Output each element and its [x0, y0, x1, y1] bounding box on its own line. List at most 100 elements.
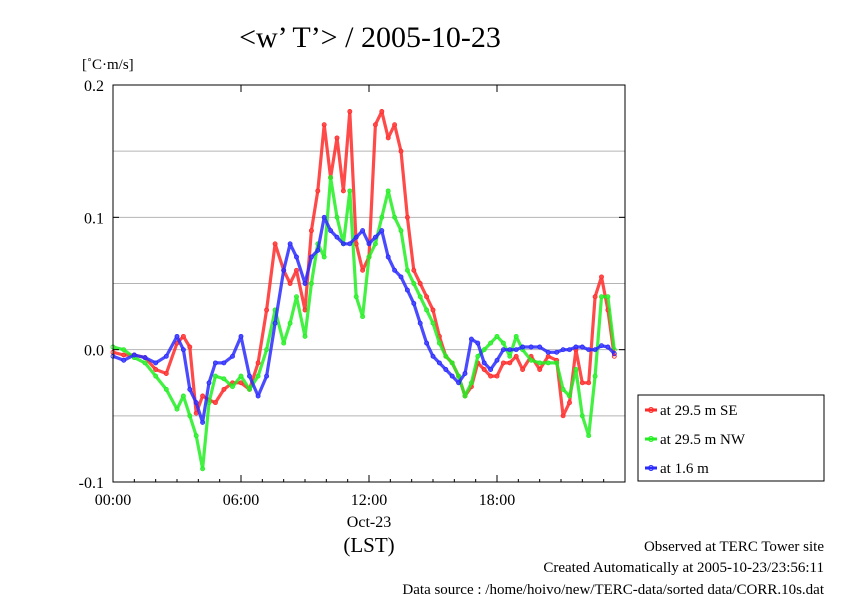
data-point: [385, 188, 391, 194]
data-point: [554, 349, 560, 355]
data-point: [193, 433, 199, 439]
data-point: [180, 393, 186, 399]
data-point: [494, 373, 500, 379]
data-point: [321, 254, 327, 260]
legend-label: at 29.5 m NW: [660, 432, 746, 448]
data-point: [187, 386, 193, 392]
data-point: [398, 274, 404, 280]
y-tick-label: 0.1: [84, 210, 104, 227]
x-tick-label: 18:00: [479, 492, 515, 509]
x-tick-label: 00:00: [95, 492, 131, 509]
data-point: [187, 413, 193, 419]
data-point: [500, 340, 506, 346]
data-point: [462, 393, 468, 399]
data-point: [404, 287, 410, 293]
y-axis: -0.1 0.0 0.1 0.2: [79, 78, 625, 492]
data-point: [507, 360, 513, 366]
x-axis-timezone-label: (LST): [343, 533, 394, 557]
data-point: [468, 336, 474, 342]
data-point: [272, 320, 278, 326]
data-point: [180, 333, 186, 339]
data-point: [174, 333, 180, 339]
data-point: [513, 353, 519, 359]
x-tick-label: 12:00: [351, 492, 387, 509]
data-point: [537, 360, 543, 366]
data-point: [302, 281, 308, 286]
data-point: [281, 340, 287, 346]
data-point: [481, 360, 487, 366]
data-point: [573, 344, 579, 350]
grid-lines: [113, 150, 625, 417]
data-point: [366, 241, 372, 247]
data-point: [372, 241, 378, 247]
data-point: [153, 367, 159, 372]
data-point: [287, 320, 293, 326]
data-point: [567, 347, 572, 353]
data-point: [392, 122, 398, 128]
data-point: [379, 228, 385, 234]
data-point: [308, 254, 314, 260]
data-point: [417, 281, 423, 286]
series-layer: [110, 109, 617, 472]
data-point: [436, 360, 442, 366]
data-point: [200, 419, 206, 425]
data-point: [507, 353, 513, 359]
data-point: [212, 400, 218, 406]
data-point: [475, 353, 481, 359]
data-point: [174, 406, 180, 412]
data-point: [545, 349, 551, 355]
data-point: [430, 320, 436, 326]
data-point: [456, 380, 462, 386]
data-point: [392, 214, 398, 220]
data-point: [592, 347, 598, 353]
data-point: [475, 340, 481, 346]
data-point: [599, 274, 604, 280]
y-tick-label: -0.1: [79, 475, 104, 492]
data-point: [121, 352, 127, 358]
data-point: [513, 347, 519, 353]
data-point: [456, 373, 462, 379]
data-point: [347, 188, 353, 194]
data-point: [417, 294, 423, 300]
data-point: [255, 393, 261, 399]
data-point: [131, 352, 137, 358]
data-point: [537, 344, 543, 350]
data-point: [121, 347, 127, 353]
footer-line-3: Data source : /home/hoivo/new/TERC-data/…: [402, 582, 824, 595]
data-point: [468, 380, 474, 386]
data-point: [599, 343, 604, 349]
data-point: [247, 386, 252, 392]
data-point: [360, 267, 366, 273]
legend-marker: [648, 436, 654, 442]
data-point: [500, 360, 506, 366]
data-point: [230, 353, 235, 359]
data-point: [238, 333, 244, 339]
data-point: [430, 353, 436, 359]
data-point: [294, 254, 299, 260]
series-line-2: [112, 176, 616, 471]
data-point: [528, 344, 534, 350]
data-point: [586, 347, 592, 353]
data-point: [579, 380, 585, 386]
data-point: [238, 373, 244, 379]
footer-line-2: Created Automatically at 2005-10-23/23:5…: [543, 560, 824, 576]
legend-box: [637, 394, 825, 482]
data-point: [385, 254, 391, 260]
data-point: [247, 373, 252, 379]
data-point: [238, 380, 244, 386]
data-point: [294, 294, 299, 300]
data-point: [180, 347, 186, 353]
data-point: [488, 367, 494, 372]
data-point: [347, 109, 353, 114]
data-point: [153, 373, 159, 379]
data-point: [554, 360, 560, 366]
data-point: [605, 344, 611, 350]
data-point: [340, 241, 346, 247]
data-point: [360, 228, 366, 234]
chart-title: <w’ T’> / 2005-10-23: [239, 21, 501, 54]
data-point: [264, 347, 270, 353]
data-point: [424, 307, 430, 313]
data-point: [443, 367, 449, 372]
legend-marker: [648, 465, 654, 471]
